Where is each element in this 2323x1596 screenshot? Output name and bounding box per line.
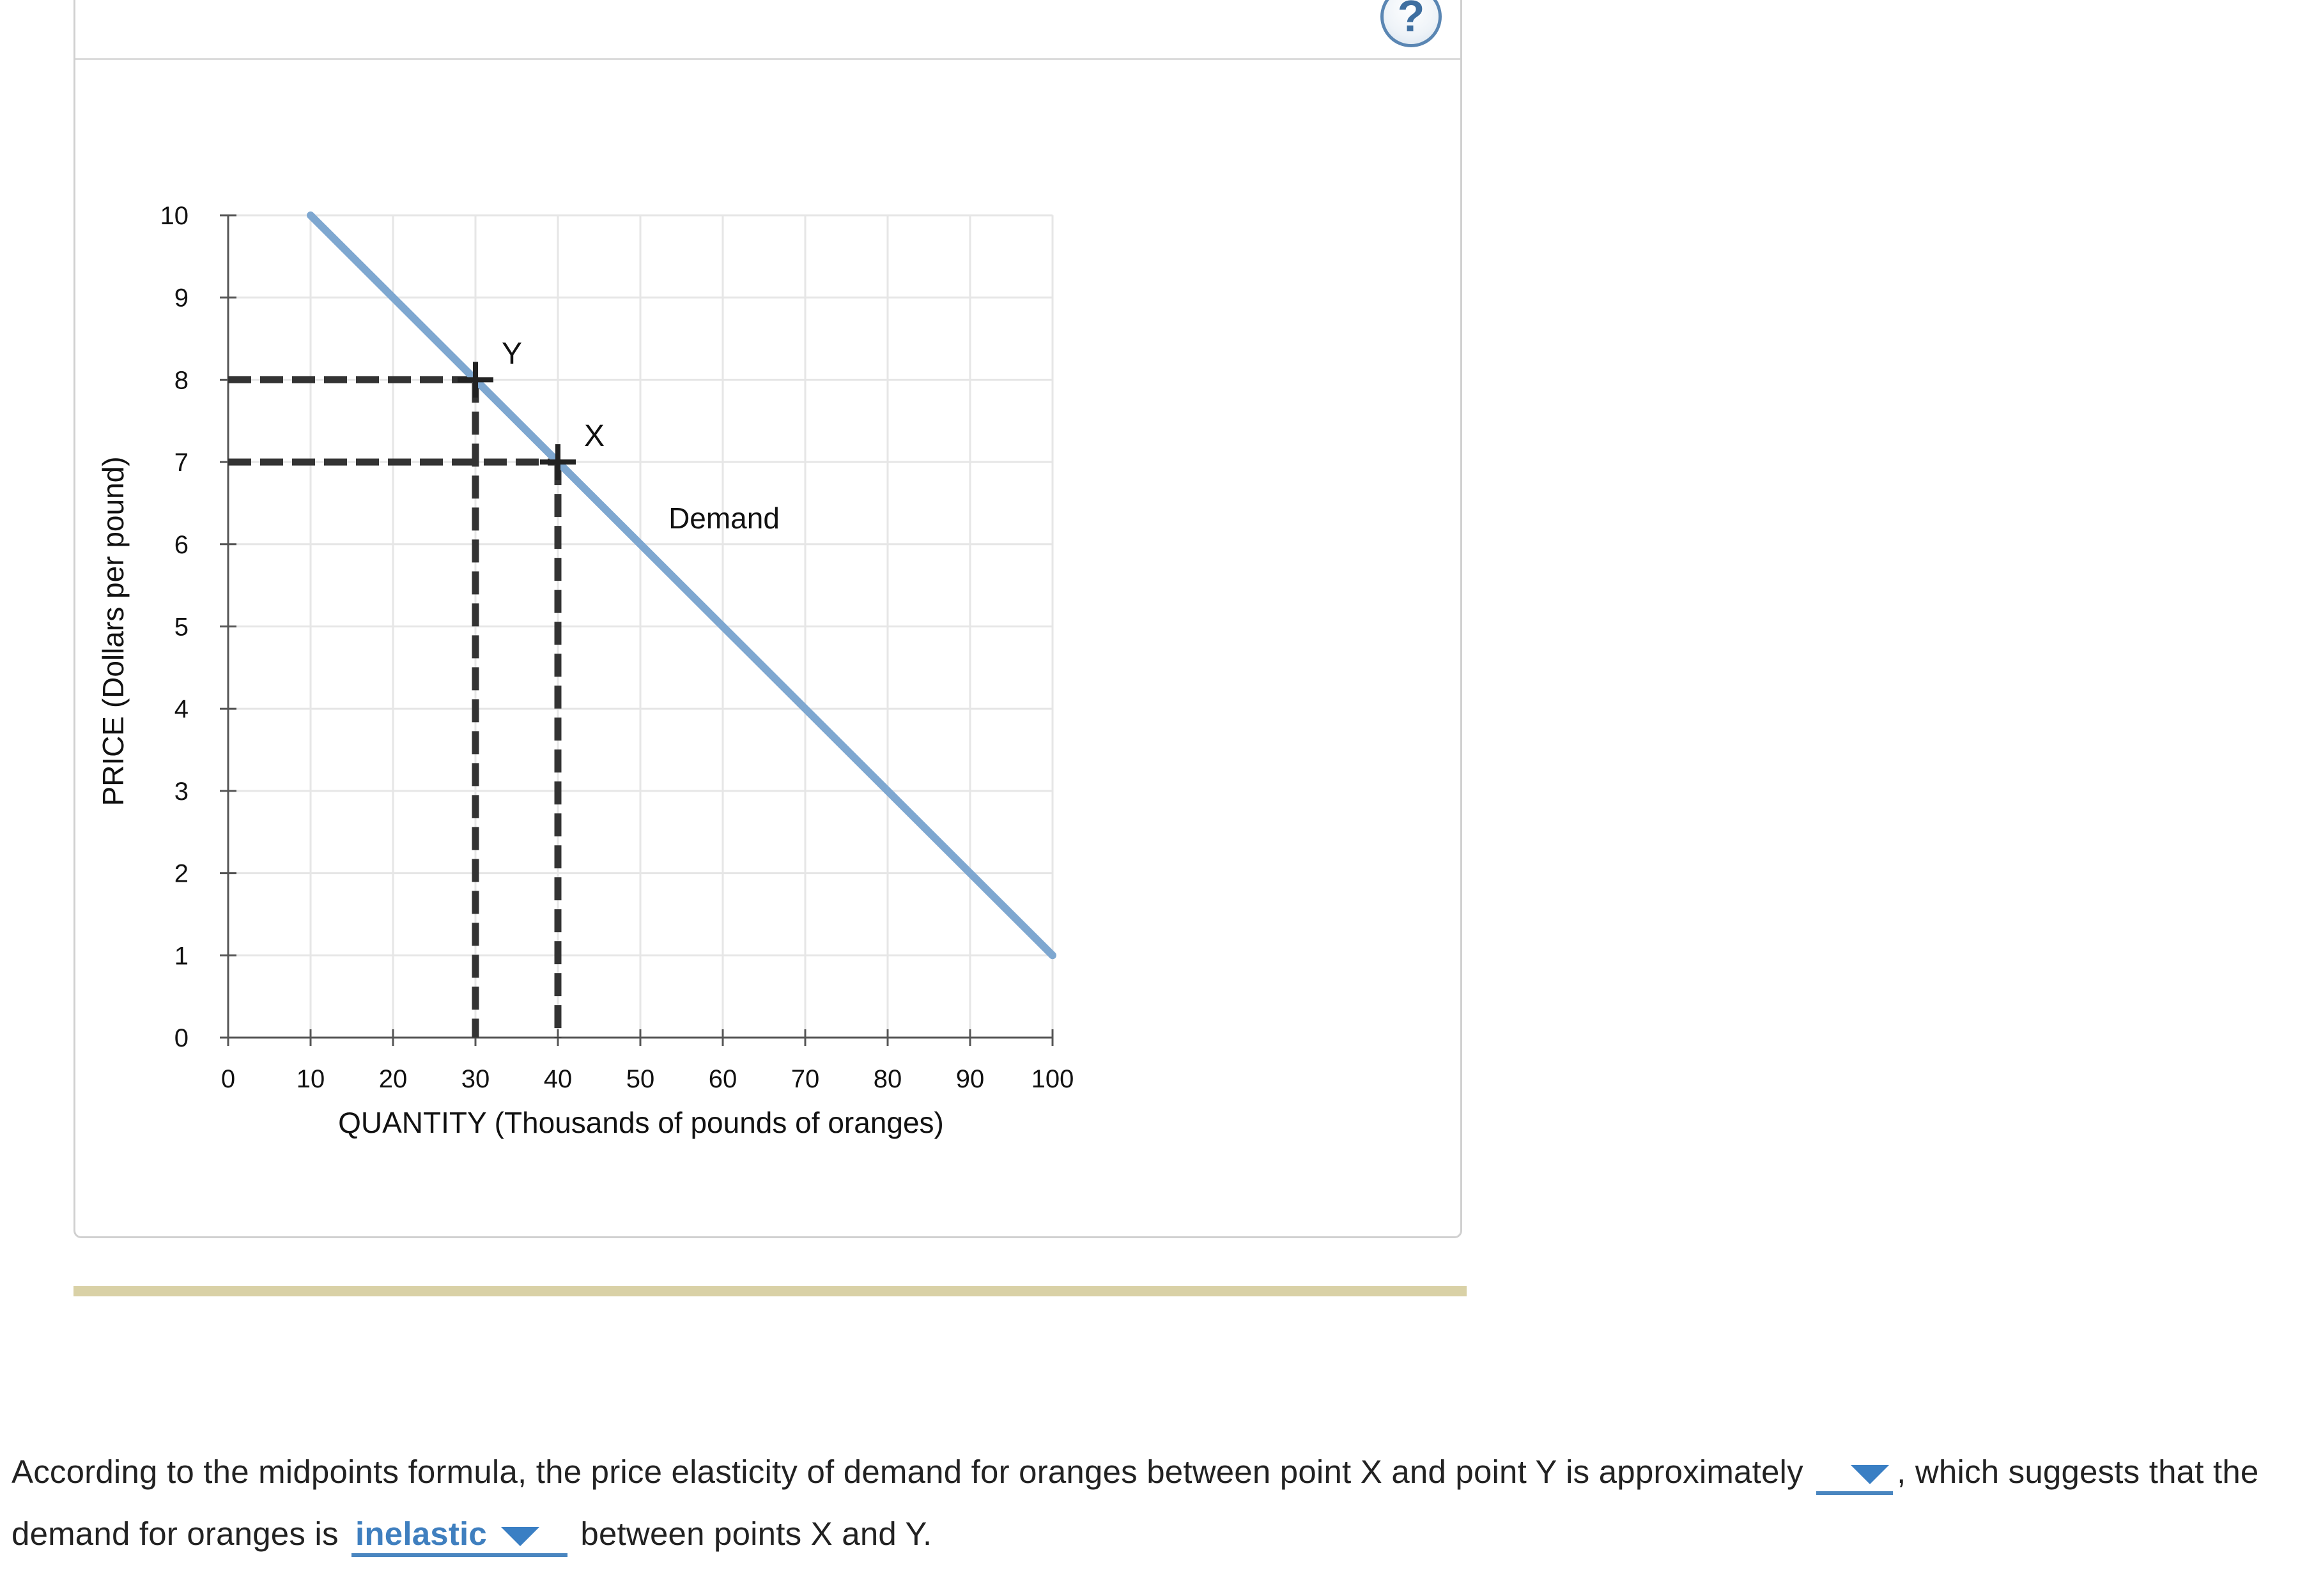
y-axis-label: PRICE (Dollars per pound) <box>96 456 130 806</box>
dashed-guide-lines <box>228 376 562 1038</box>
y-tick-label: 7 <box>174 449 189 477</box>
x-tick-label: 70 <box>791 1065 820 1093</box>
x-tick-label: 100 <box>1031 1065 1074 1093</box>
graph-panel <box>73 0 1462 1238</box>
x-tick-label: 80 <box>874 1065 902 1093</box>
panel-header-divider <box>75 58 1460 60</box>
chart-series: Demand <box>307 211 1056 960</box>
y-tick-label: 1 <box>174 942 189 970</box>
chart-grid <box>228 214 1054 1038</box>
point-marker-x <box>540 444 576 480</box>
section-divider <box>73 1286 1467 1296</box>
y-tick-label: 2 <box>174 860 189 888</box>
elasticity-dropdown[interactable] <box>1816 1453 1894 1495</box>
y-tick-label: 10 <box>160 202 189 230</box>
y-tick-label: 4 <box>174 695 189 723</box>
x-tick-label: 50 <box>626 1065 655 1093</box>
demand-type-dropdown[interactable]: inelastic <box>351 1515 568 1557</box>
chevron-down-icon <box>1851 1464 1890 1484</box>
demand-curve-label: Demand <box>668 502 780 535</box>
y-tick-label: 9 <box>174 284 189 312</box>
x-tick-label: 20 <box>379 1065 408 1093</box>
chart-ticks: 0 10 20 30 40 50 60 70 80 90 100 0 1 2 3 4 5 6 7 8 9 10 <box>160 202 1074 1093</box>
x-tick-label: 0 <box>221 1065 235 1093</box>
question-part-2: , which suggests that the demand for ora… <box>12 1454 2259 1552</box>
chart-points: YX <box>458 337 605 480</box>
chevron-down-icon <box>500 1526 539 1546</box>
x-tick-label: 30 <box>461 1065 490 1093</box>
question-text: According to the midpoints formula, the … <box>12 1441 2319 1565</box>
y-tick-label: 8 <box>174 366 189 394</box>
y-tick-label: 3 <box>174 778 189 806</box>
point-label-y: Y <box>502 337 522 371</box>
demand-chart: 0 10 20 30 40 50 60 70 80 90 100 0 1 2 3 4 5 6 7 8 9 10 Deman… <box>96 202 1074 1139</box>
y-tick-label: 0 <box>174 1024 189 1052</box>
x-tick-label: 90 <box>956 1065 985 1093</box>
x-tick-label: 40 <box>544 1065 573 1093</box>
point-label-x: X <box>584 419 605 453</box>
point-marker-y <box>458 362 493 398</box>
x-axis-label: QUANTITY (Thousands of pounds of oranges… <box>338 1106 944 1139</box>
y-tick-label: 6 <box>174 531 189 559</box>
demand-type-dropdown-value: inelastic <box>355 1515 487 1552</box>
x-tick-label: 10 <box>297 1065 325 1093</box>
demand-curve <box>307 211 1056 960</box>
question-part-1: According to the midpoints formula, the … <box>12 1454 1803 1490</box>
question-part-3: between points X and Y. <box>580 1515 932 1552</box>
x-tick-label: 60 <box>709 1065 737 1093</box>
y-tick-label: 5 <box>174 613 189 641</box>
help-button[interactable]: ? <box>1380 0 1442 47</box>
